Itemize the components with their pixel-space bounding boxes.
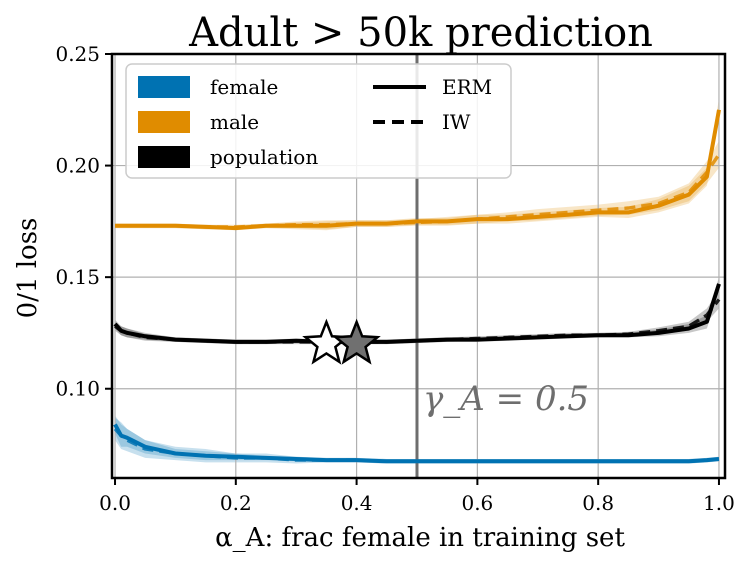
line-female-iw — [113, 427, 720, 463]
y-tick-label-3: 0.25 — [55, 42, 100, 66]
legend-label-female: female — [210, 75, 278, 99]
axes: 0.0 0.2 0.4 0.6 0.8 1.0 0.10 0.15 0.20 0.25 — [55, 42, 734, 515]
x-tick-label-2: 0.4 — [341, 491, 373, 515]
x-tick-label-4: 0.8 — [582, 491, 614, 515]
series-lines — [113, 109, 721, 464]
x-tick-label-5: 1.0 — [703, 491, 735, 515]
x-tick-label-0: 0.0 — [99, 491, 131, 515]
legend-label-erm: ERM — [442, 75, 492, 99]
marker-star-gray — [332, 318, 381, 365]
line-male-iw — [115, 153, 721, 229]
legend-label-male: male — [210, 110, 259, 134]
plot-frame — [110, 52, 727, 480]
legend-swatch-population — [138, 146, 190, 168]
chart-title: Adult > 50k prediction — [188, 10, 653, 56]
band-population-erm — [115, 277, 719, 345]
y-tick-label-0: 0.10 — [55, 377, 100, 401]
legend-swatch-female — [138, 76, 190, 98]
legend-label-population: population — [210, 145, 318, 169]
legend: female male population ERM IW — [125, 63, 512, 179]
x-tick-label-3: 0.6 — [461, 491, 493, 515]
y-axis-label: 0/1 loss — [13, 218, 43, 319]
reference-vline-label: γ_A = 0.5 — [423, 379, 589, 419]
legend-label-iw: IW — [442, 110, 471, 134]
line-population-iw — [114, 298, 721, 344]
legend-box — [125, 63, 512, 179]
x-axis-label: α_A: frac female in training set — [215, 523, 625, 553]
legend-swatch-male — [138, 111, 190, 133]
band-female-iw — [115, 417, 719, 464]
star-markers — [302, 318, 381, 365]
x-tick-label-1: 0.2 — [220, 491, 252, 515]
y-tick-label-2: 0.20 — [55, 154, 100, 178]
band-male-iw — [115, 141, 719, 230]
y-tick-label-1: 0.15 — [55, 265, 100, 289]
